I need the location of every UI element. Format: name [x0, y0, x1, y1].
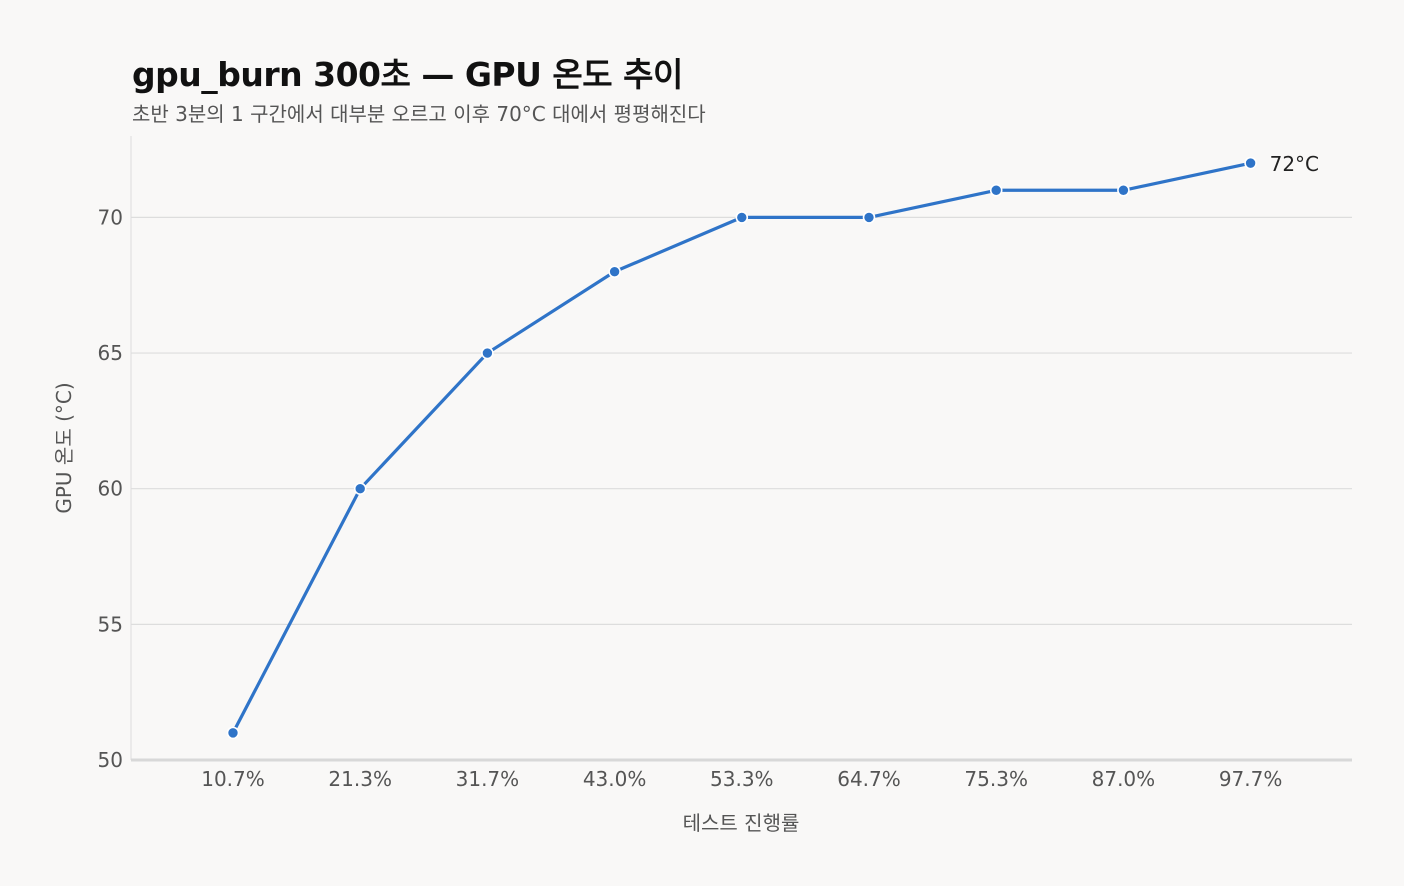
- x-tick-label: 64.7%: [837, 767, 901, 791]
- x-tick-label: 53.3%: [710, 767, 774, 791]
- y-tick-label: 70: [98, 205, 123, 229]
- x-tick-label: 75.3%: [964, 767, 1028, 791]
- y-tick-label: 55: [98, 612, 123, 636]
- chart-subtitle: 초반 3분의 1 구간에서 대부분 오르고 이후 70°C 대에서 평평해진다: [132, 102, 706, 126]
- chart-title: gpu_burn 300초 — GPU 온도 추이: [132, 55, 683, 94]
- data-point: [1117, 183, 1130, 197]
- data-point: [862, 211, 876, 224]
- x-tick-labels: 10.7% 21.3% 31.7% 43.0% 53.3% 64.7% 75.3% 87.0%…: [201, 767, 1282, 791]
- x-axis-title: 테스트 진행률: [683, 811, 800, 835]
- y-tick-labels: 50 55 60 65 70: [98, 205, 123, 772]
- y-axis-title: GPU 온도 (°C): [52, 382, 76, 513]
- grid-lines: [131, 216, 1352, 625]
- x-tick-label: 31.7%: [456, 767, 520, 791]
- data-point: [481, 346, 494, 360]
- y-tick-label: 50: [98, 748, 123, 772]
- x-tick-label: 97.7%: [1219, 767, 1283, 791]
- data-point: [226, 726, 240, 740]
- data-point: [735, 211, 749, 224]
- y-tick-label: 60: [98, 477, 123, 501]
- x-tick-label: 87.0%: [1092, 767, 1156, 791]
- end-value-label: 72°C: [1270, 152, 1319, 176]
- data-points: [226, 156, 1257, 740]
- y-tick-label: 65: [98, 341, 123, 365]
- series-line: [231, 161, 1253, 735]
- data-point: [989, 183, 1003, 197]
- x-tick-label: 43.0%: [583, 767, 647, 791]
- x-tick-label: 21.3%: [328, 767, 392, 791]
- data-point: [353, 482, 367, 495]
- data-point: [608, 265, 621, 278]
- data-point: [1244, 156, 1257, 170]
- x-tick-label: 10.7%: [201, 767, 265, 791]
